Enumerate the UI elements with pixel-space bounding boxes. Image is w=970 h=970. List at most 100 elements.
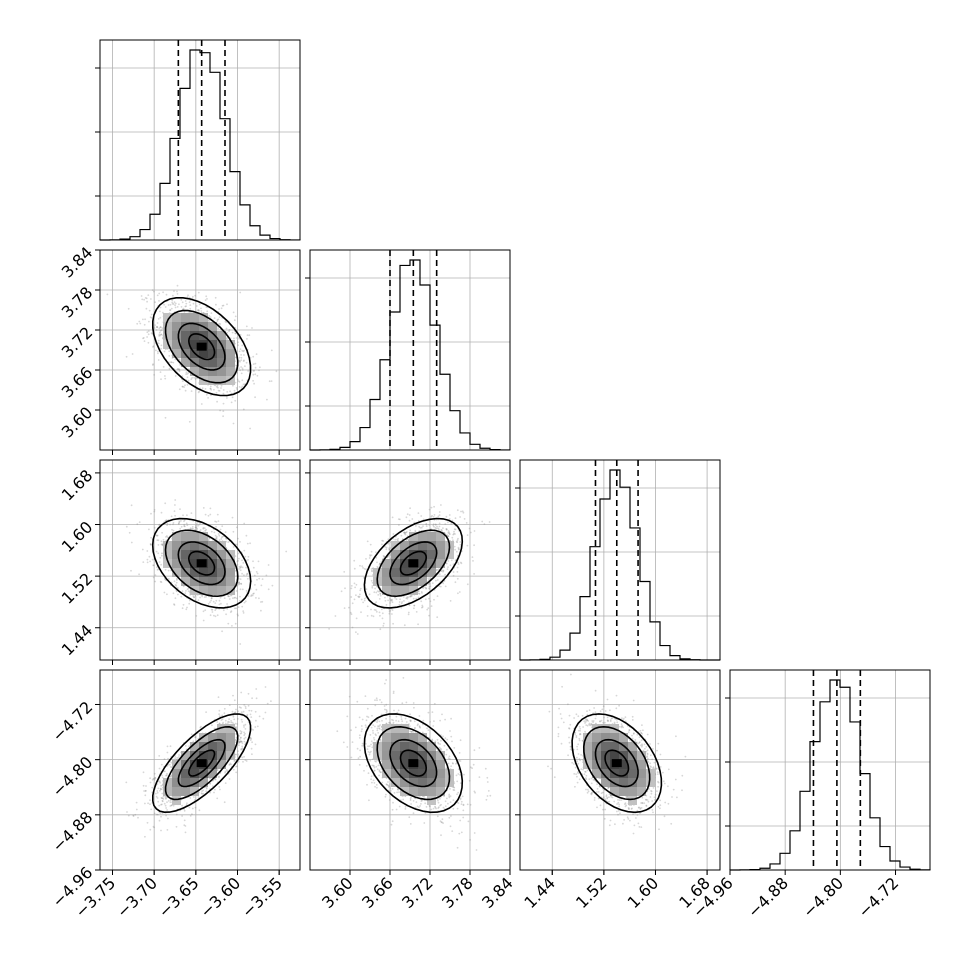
sample-point: [205, 528, 208, 531]
sample-point: [388, 612, 391, 615]
sample-point: [463, 518, 466, 520]
sample-point: [236, 378, 239, 381]
sample-point: [148, 528, 150, 531]
sample-point: [192, 595, 195, 597]
sample-point: [366, 540, 369, 543]
density-cell: [208, 331, 217, 340]
density-cell: [217, 367, 226, 376]
sample-point: [409, 507, 411, 510]
sample-point: [241, 572, 244, 575]
sample-point: [185, 608, 188, 611]
sample-point: [261, 578, 264, 580]
sample-point: [153, 826, 156, 829]
sample-point: [156, 325, 158, 328]
sample-point: [243, 601, 246, 604]
density-cell: [208, 559, 217, 568]
sample-point: [241, 721, 244, 723]
contour-level-4: [399, 550, 428, 576]
sample-point: [164, 416, 167, 419]
sample-point: [370, 550, 373, 553]
sample-point: [174, 302, 177, 305]
sample-point: [194, 294, 197, 297]
sample-point: [473, 573, 475, 575]
sample-point: [241, 369, 244, 371]
sample-point: [252, 379, 255, 382]
panel-content: [125, 686, 272, 838]
sample-point: [379, 614, 381, 617]
sample-point: [178, 368, 181, 371]
sample-point: [177, 523, 180, 525]
sample-point: [164, 377, 167, 380]
sample-point: [253, 592, 255, 595]
sample-point: [152, 346, 154, 348]
sample-point: [454, 581, 457, 584]
sample-point: [243, 359, 245, 362]
sample-point: [170, 775, 172, 778]
sample-point: [167, 304, 170, 306]
sample-point: [237, 537, 239, 540]
sample-point: [190, 378, 193, 380]
sample-point: [167, 569, 170, 572]
sample-point: [158, 342, 160, 345]
sample-point: [239, 360, 241, 363]
sample-point: [229, 611, 232, 614]
density-cell: [199, 577, 208, 586]
density-cell: [190, 532, 199, 541]
sample-point: [403, 531, 406, 534]
y-tick-label: 1.60: [58, 517, 97, 556]
sample-point: [150, 332, 153, 335]
sample-point: [365, 568, 367, 571]
sample-point: [374, 587, 376, 590]
sample-point: [154, 777, 157, 779]
sample-point: [433, 598, 435, 601]
sample-point: [410, 595, 413, 598]
sample-point: [237, 583, 240, 586]
sample-point: [154, 301, 157, 304]
sample-point: [250, 709, 253, 712]
sample-point: [378, 564, 381, 566]
sample-point: [459, 543, 462, 546]
sample-point: [149, 543, 152, 546]
sample-point: [446, 568, 449, 571]
sample-point: [155, 550, 158, 553]
sample-point: [158, 335, 161, 337]
sample-point: [208, 315, 211, 317]
sample-point: [243, 724, 245, 727]
sample-point: [235, 607, 238, 610]
sample-point: [268, 380, 271, 383]
density-cell: [208, 358, 217, 367]
sample-point: [440, 504, 442, 506]
sample-point: [259, 366, 261, 369]
sample-point: [285, 550, 288, 553]
sample-point: [224, 320, 227, 323]
density-cell: [217, 568, 226, 577]
sample-point: [222, 392, 225, 395]
sample-point: [432, 524, 435, 527]
sample-point: [152, 564, 155, 567]
sample-point: [166, 593, 168, 596]
sample-point: [267, 564, 270, 566]
sample-point: [438, 573, 441, 575]
sample-point: [241, 566, 244, 569]
sample-point: [155, 534, 158, 537]
sample-point: [136, 523, 139, 526]
sample-point: [196, 523, 198, 525]
sample-point: [425, 587, 428, 589]
sample-point: [258, 369, 260, 372]
sample-point: [420, 600, 423, 603]
sample-point: [236, 388, 239, 391]
sample-point: [448, 532, 451, 535]
sample-point: [171, 299, 174, 302]
sample-point: [260, 609, 262, 612]
sample-point: [127, 307, 130, 310]
sample-point: [210, 597, 213, 600]
density-cell: [163, 340, 172, 349]
sample-point: [407, 596, 410, 598]
sample-point: [159, 334, 162, 337]
sample-point: [184, 389, 187, 392]
density-cell: [427, 541, 436, 550]
density-cell: [418, 550, 427, 559]
sample-point: [481, 520, 484, 523]
density-cell: [445, 550, 454, 559]
sample-point: [438, 514, 441, 516]
